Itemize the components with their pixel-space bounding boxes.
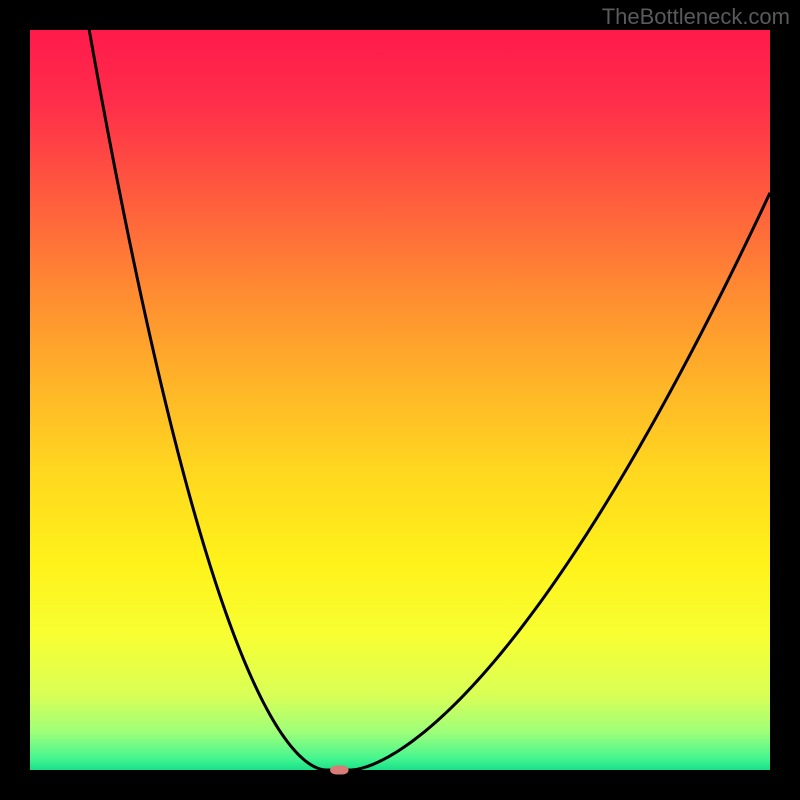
bottleneck-chart bbox=[0, 0, 800, 800]
optimal-marker bbox=[330, 766, 349, 775]
plot-area bbox=[30, 30, 770, 770]
watermark-label: TheBottleneck.com bbox=[602, 4, 790, 30]
